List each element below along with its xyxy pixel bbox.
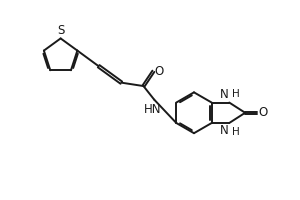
Text: S: S <box>57 24 64 37</box>
Text: O: O <box>155 65 164 78</box>
Text: N: N <box>220 124 229 137</box>
Text: H: H <box>232 127 240 137</box>
Text: HN: HN <box>144 103 162 116</box>
Text: H: H <box>232 89 240 99</box>
Text: O: O <box>259 106 268 119</box>
Text: N: N <box>220 88 229 101</box>
